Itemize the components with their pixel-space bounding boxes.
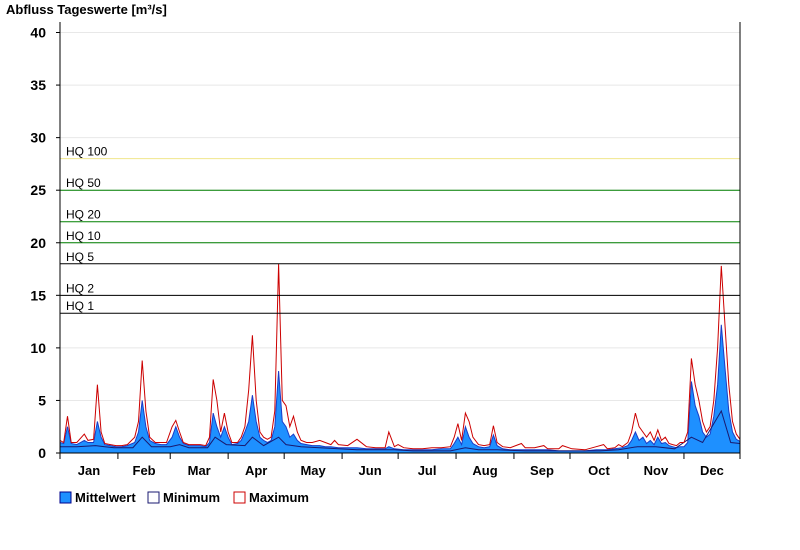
x-tick-label: Dec (700, 463, 724, 478)
y-tick-label: 30 (30, 130, 46, 146)
threshold-label: HQ 2 (66, 281, 94, 295)
threshold-label: HQ 5 (66, 250, 94, 264)
threshold-label: HQ 50 (66, 176, 101, 190)
x-tick-label: Jul (418, 463, 437, 478)
y-tick-label: 5 (38, 392, 46, 408)
x-tick-label: Oct (588, 463, 610, 478)
legend-swatch (59, 491, 72, 504)
series-minimum-line (60, 409, 741, 452)
y-tick-label: 10 (30, 340, 46, 356)
series-mittelwert-line (59, 324, 741, 452)
y-tick-label: 20 (30, 235, 46, 251)
chart-title: Abfluss Tageswerte [m³/s] (6, 2, 167, 17)
y-tick-label: 15 (30, 287, 46, 303)
threshold-label: HQ 1 (66, 299, 94, 313)
legend-label: Mittelwert (75, 490, 136, 505)
x-tick-label: Mar (188, 463, 211, 478)
x-tick-label: Sep (530, 463, 554, 478)
x-tick-label: Aug (472, 463, 497, 478)
x-tick-label: Jun (359, 463, 382, 478)
series-mittelwert-area (60, 324, 740, 453)
x-tick-label: Apr (245, 463, 267, 478)
threshold-label: HQ 10 (66, 229, 101, 243)
y-tick-label: 0 (38, 445, 46, 461)
x-tick-label: May (300, 463, 326, 478)
legend-swatch (233, 491, 246, 504)
threshold-label: HQ 20 (66, 208, 101, 222)
y-tick-label: 40 (30, 25, 46, 41)
y-tick-label: 25 (30, 182, 46, 198)
legend-swatch (147, 491, 160, 504)
legend-label: Minimum (163, 490, 220, 505)
threshold-label: HQ 100 (66, 145, 108, 159)
x-tick-label: Feb (133, 463, 156, 478)
legend-label: Maximum (249, 490, 309, 505)
x-tick-label: Nov (644, 463, 669, 478)
y-tick-label: 35 (30, 77, 46, 93)
x-tick-label: Jan (78, 463, 100, 478)
series-maximum-line (59, 263, 741, 451)
